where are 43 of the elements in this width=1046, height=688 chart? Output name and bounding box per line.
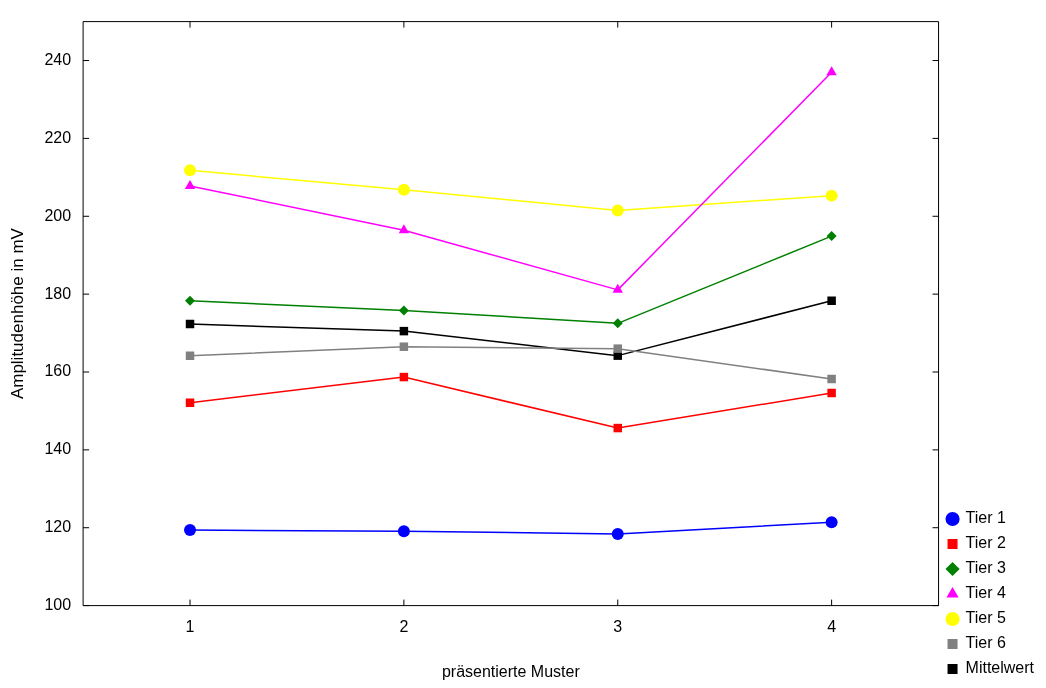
- point: [826, 66, 837, 76]
- point: [398, 305, 409, 316]
- legend-label: Tier 4: [965, 584, 1006, 602]
- x-tick-label: 3: [613, 617, 623, 635]
- y-tick-label: 160: [44, 362, 72, 380]
- point: [397, 525, 410, 538]
- point: [399, 342, 409, 351]
- y-axis-title: Amplitudenhöhe in mV: [7, 227, 27, 400]
- point: [827, 374, 836, 384]
- x-tick-label: 4: [827, 617, 837, 635]
- x-tick-label: 1: [185, 617, 195, 635]
- x-axis-title: präsentierte Muster: [441, 662, 581, 680]
- legend-label: Tier 5: [965, 609, 1006, 627]
- x-tick-label: 2: [399, 617, 409, 635]
- y-tick-label: 120: [44, 518, 72, 536]
- point: [397, 183, 410, 196]
- point: [185, 295, 196, 306]
- y-tick-label: 200: [44, 206, 72, 224]
- point: [613, 344, 622, 353]
- point: [612, 283, 623, 293]
- y-tick-label: 220: [44, 128, 72, 146]
- point: [184, 164, 197, 177]
- legend-label: Mittelwert: [965, 659, 1035, 677]
- point: [827, 388, 836, 398]
- point: [611, 204, 624, 217]
- y-tick-label: 240: [44, 50, 72, 68]
- legend-label: Tier 3: [965, 559, 1006, 577]
- point: [825, 516, 838, 529]
- y-tick-label: 180: [44, 284, 72, 302]
- point: [398, 224, 410, 234]
- point: [184, 179, 196, 189]
- y-tick-label: 140: [44, 440, 72, 458]
- legend-label: Tier 6: [965, 634, 1006, 652]
- point: [825, 189, 838, 202]
- y-tick-label: 100: [44, 596, 72, 614]
- point: [185, 351, 195, 360]
- legend-label: Tier 1: [965, 509, 1006, 527]
- point: [826, 231, 837, 242]
- legend-label: Tier 2: [965, 534, 1006, 552]
- point: [612, 318, 623, 329]
- point: [184, 524, 197, 537]
- point: [827, 296, 836, 305]
- point: [611, 527, 624, 540]
